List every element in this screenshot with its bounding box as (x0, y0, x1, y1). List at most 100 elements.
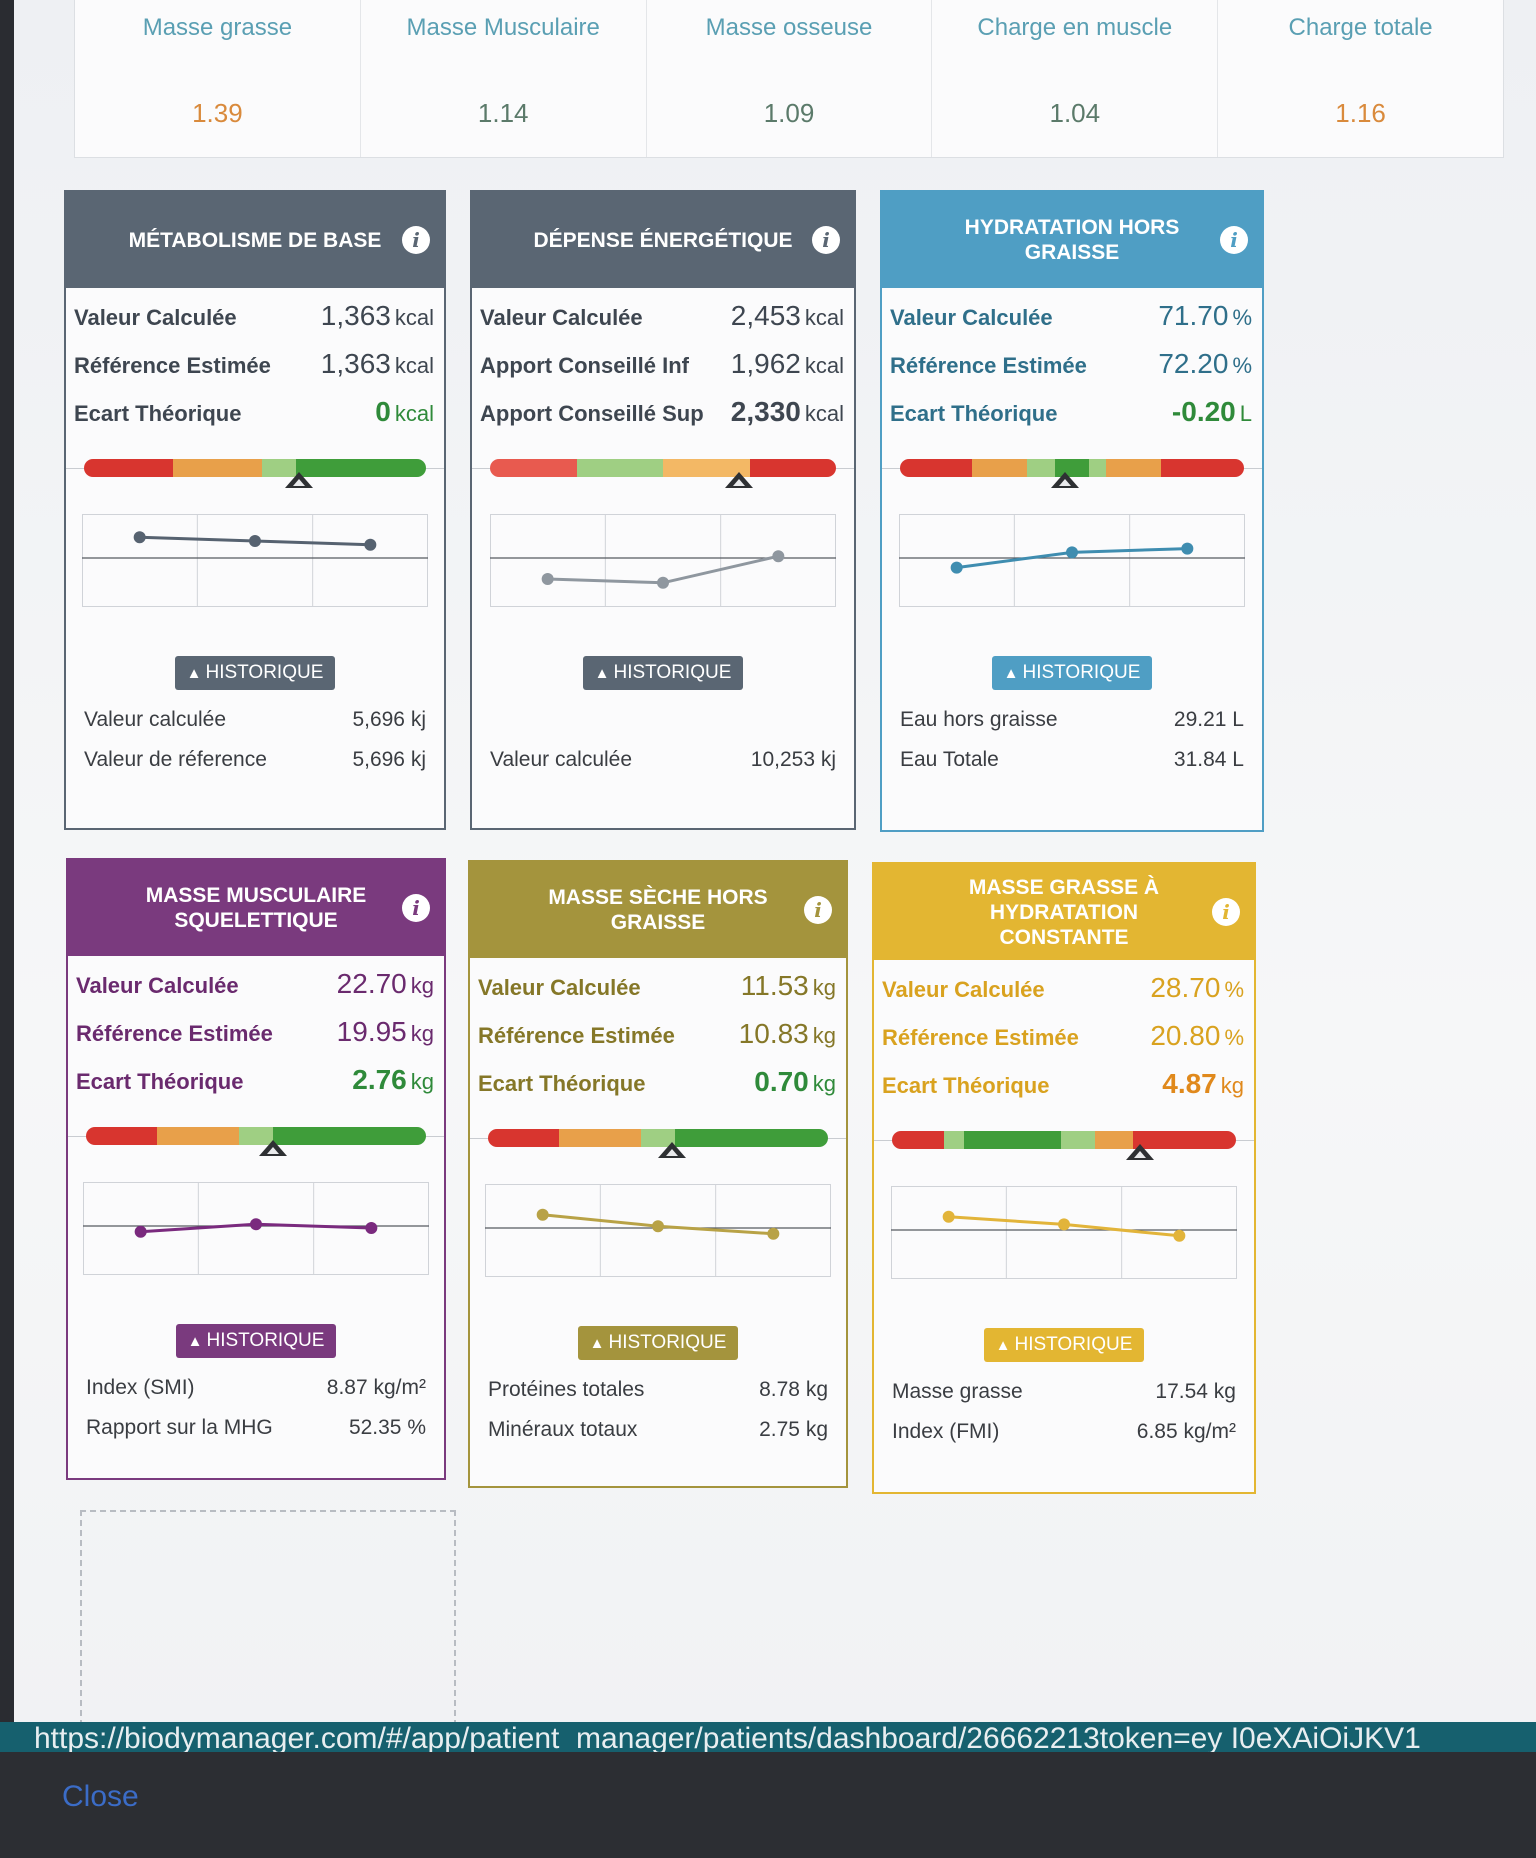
metric-unit: % (1232, 305, 1252, 330)
footer-label: Eau Totale (900, 748, 999, 771)
footer-row: Valeur calculée 5,696 kj (84, 700, 426, 740)
card-title: MASSE GRASSE À HYDRATATION CONSTANTE (968, 875, 1160, 949)
trend-chart[interactable] (82, 514, 428, 614)
footer-value: 10,253 kj (750, 748, 836, 771)
url-text: https://biodymanager.com/#/app/patient_m… (34, 1722, 1421, 1752)
footer-label: Valeur de réference (84, 748, 267, 771)
info-icon[interactable]: i (1220, 226, 1248, 254)
metric-unit: kcal (804, 305, 844, 330)
card-header: MASSE MUSCULAIRE SQUELETTIQUE i (68, 860, 444, 956)
ratio-total-load: Charge totale 1.16 (1218, 0, 1503, 157)
metric-label: Valeur Calculée (478, 975, 641, 1000)
footer-value: 52.35 % (348, 1416, 426, 1439)
card-header: MÉTABOLISME DE BASE i (66, 192, 444, 288)
info-icon[interactable]: i (1212, 898, 1240, 926)
metric-value: 28.70 (1150, 972, 1221, 1003)
metric-label: Valeur Calculée (890, 305, 1053, 330)
gauge-marker (657, 1142, 686, 1158)
ratio-label: Charge totale (1288, 14, 1433, 41)
trend-chart[interactable] (490, 514, 836, 614)
trend-chart[interactable] (899, 514, 1245, 614)
metric-row: Valeur Calculée 2,453 kcal (480, 292, 844, 340)
trend-point (1173, 1229, 1186, 1242)
area-chart-icon: ▲ (1003, 665, 1019, 682)
footer-value: 5,696 kj (352, 708, 426, 731)
metric-row: Référence Estimée 72.20% (890, 340, 1252, 388)
metric-value-group: 1,962 kcal (731, 340, 844, 393)
footer-row: Masse grasse 17.54 kg (892, 1372, 1236, 1412)
history-button[interactable]: ▲ HISTORIQUE (583, 656, 743, 690)
ratio-fat-mass: Masse grasse 1.39 (75, 0, 361, 157)
footer-label: Minéraux totaux (488, 1418, 638, 1441)
metric-value-group: 2.76 kg (352, 1056, 434, 1109)
card-footer: Index (SMI) 8.87 kg/m² Rapport sur la MHG 5… (68, 1358, 444, 1448)
metric-unit: kg (812, 1023, 836, 1048)
metric-value-group: 20.80% (1150, 1012, 1244, 1065)
gauge-segment (1161, 459, 1244, 477)
gauge-segment (892, 1131, 944, 1149)
metric-rows: Valeur Calculée 1,363 kcal Référence Estimé… (66, 288, 444, 436)
card-header: DÉPENSE ÉNERGÉTIQUE i (472, 192, 854, 288)
metric-unit: kg (410, 973, 434, 998)
metric-value: 2,330 (730, 396, 801, 427)
footer-row: Protéines totales 8.78 kg (488, 1370, 828, 1410)
range-gauge (882, 444, 1262, 504)
trend-point (133, 531, 146, 544)
history-button[interactable]: ▲ HISTORIQUE (992, 656, 1152, 690)
gauge-marker (259, 1140, 287, 1156)
info-icon[interactable]: i (402, 894, 430, 922)
gauge-segment (172, 459, 262, 477)
metric-row: Ecart Théorique 0.70 kg (478, 1058, 836, 1106)
metric-value: 11.53 (740, 970, 809, 1001)
history-button[interactable]: ▲ HISTORIQUE (578, 1326, 738, 1360)
footer-value: 31.84 L (1173, 748, 1244, 771)
info-icon[interactable]: i (812, 226, 840, 254)
history-button[interactable]: ▲ HISTORIQUE (984, 1328, 1144, 1362)
trend-point (657, 576, 669, 589)
ratio-muscle-load: Charge en muscle 1.04 (932, 0, 1219, 157)
metric-unit: kcal (804, 401, 844, 426)
metric-label: Référence Estimée (76, 1021, 273, 1046)
close-button[interactable]: Close (62, 1780, 139, 1813)
history-label: HISTORIQUE (205, 662, 324, 683)
footer-row: Eau hors graisse 29.21 L (900, 700, 1244, 740)
gauge-bar (488, 1129, 828, 1147)
trend-point (541, 573, 554, 585)
metric-label: Ecart Théorique (882, 1073, 1050, 1098)
gauge-bar (900, 459, 1244, 477)
info-icon[interactable]: i (804, 896, 832, 924)
metric-row: Ecart Théorique 2.76 kg (76, 1056, 434, 1104)
gauge-segment (1027, 459, 1055, 477)
trend-chart[interactable] (83, 1182, 429, 1282)
card-footer: Eau hors graisse 29.21 L Eau Totale 31.84 L (882, 690, 1262, 780)
metric-value: 0 (375, 396, 391, 427)
footer-row: Eau Totale 31.84 L (900, 740, 1244, 780)
history-button[interactable]: ▲ HISTORIQUE (176, 1324, 336, 1358)
gauge-segment (1089, 459, 1107, 477)
metric-row: Valeur Calculée 22.70 kg (76, 960, 434, 1008)
metric-value-group: 2,330 kcal (731, 388, 844, 441)
gauge-segment (559, 1129, 641, 1147)
metric-label: Référence Estimée (890, 353, 1087, 378)
metric-value-group: 2,453 kcal (731, 292, 844, 345)
metric-value: 19.95 (336, 1016, 407, 1047)
history-button[interactable]: ▲ HISTORIQUE (175, 656, 335, 690)
card-footer: Valeur calculée 5,696 kj Valeur de réferen… (66, 690, 444, 780)
footer-label: Valeur calculée (84, 708, 227, 731)
trend-chart[interactable] (485, 1184, 831, 1284)
metric-label: Référence Estimée (882, 1025, 1079, 1050)
metric-row: Apport Conseillé Inf 1,962 kcal (480, 340, 844, 388)
gauge-segment (490, 459, 577, 477)
footer-value: 5,696 kj (352, 748, 426, 771)
metric-row: Ecart Théorique -0.20 L (890, 388, 1252, 436)
card-footer: Protéines totales 8.78 kg Minéraux totaux 2… (470, 1360, 846, 1450)
trend-chart[interactable] (891, 1186, 1237, 1286)
metric-value-group: 71.70% (1158, 292, 1252, 345)
metric-row: Valeur Calculée 11.53 kg (478, 962, 836, 1010)
metric-label: Ecart Théorique (890, 401, 1058, 426)
gauge-segment (157, 1127, 239, 1145)
gauge-segment (296, 459, 426, 477)
gauge-segment (272, 1127, 426, 1145)
info-icon[interactable]: i (402, 226, 430, 254)
footer-value: 8.78 kg (759, 1378, 828, 1401)
